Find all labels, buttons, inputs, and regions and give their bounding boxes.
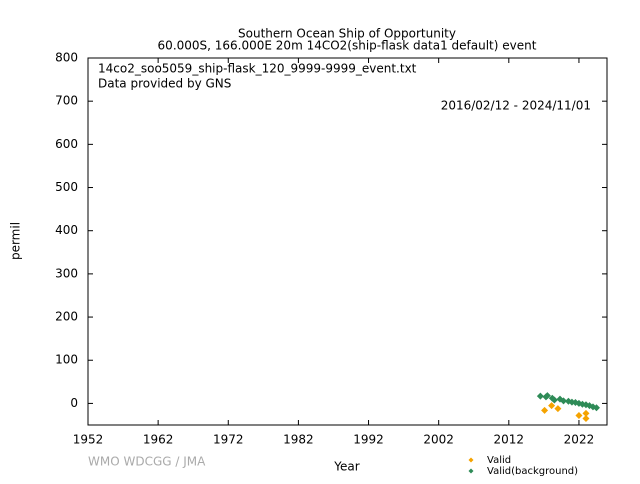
point: [536, 392, 544, 400]
chart-title: Southern Ocean Ship of Opportunity: [238, 27, 456, 41]
legend-label: Valid: [487, 455, 511, 466]
credit: WMO WDCGG / JMA: [88, 455, 206, 469]
legend-label: Valid(background): [487, 466, 578, 477]
x-tick-label: 1952: [73, 433, 104, 447]
y-tick-label: 0: [70, 396, 78, 410]
point: [543, 392, 551, 400]
point: [582, 409, 590, 417]
point: [548, 402, 556, 410]
y-tick-label: 700: [55, 94, 78, 108]
annotation: Data provided by GNS: [98, 77, 231, 91]
chart-subtitle: 60.000S, 166.000E 20m 14CO2(ship-flask d…: [158, 39, 537, 53]
x-tick-label: 1982: [283, 433, 314, 447]
legend-marker: [468, 457, 474, 463]
point: [550, 396, 558, 404]
y-tick-label: 600: [55, 137, 78, 151]
y-tick-label: 500: [55, 180, 78, 194]
y-tick-label: 800: [55, 51, 78, 65]
x-axis-label: Year: [333, 460, 359, 474]
x-tick-label: 2012: [494, 433, 525, 447]
y-tick-label: 300: [55, 266, 78, 280]
annotation: 14co2_soo5059_ship-flask_120_9999-9999_e…: [98, 62, 417, 76]
point: [582, 415, 590, 423]
x-tick-label: 1972: [213, 433, 244, 447]
x-tick-label: 2002: [423, 433, 454, 447]
legend-marker: [468, 468, 474, 474]
y-tick-label: 400: [55, 223, 78, 237]
x-tick-label: 1992: [353, 433, 384, 447]
y-axis-label: permil: [9, 222, 23, 260]
point: [592, 404, 600, 412]
point: [560, 397, 568, 405]
x-tick-label: 2022: [564, 433, 595, 447]
point: [541, 406, 549, 414]
plot-frame: [87, 57, 608, 426]
y-tick-label: 200: [55, 310, 78, 324]
x-tick-label: 1962: [143, 433, 174, 447]
point: [575, 412, 583, 420]
point: [554, 405, 562, 413]
date-range: 2016/02/12 - 2024/11/01: [441, 99, 591, 113]
y-tick-label: 100: [55, 353, 78, 367]
